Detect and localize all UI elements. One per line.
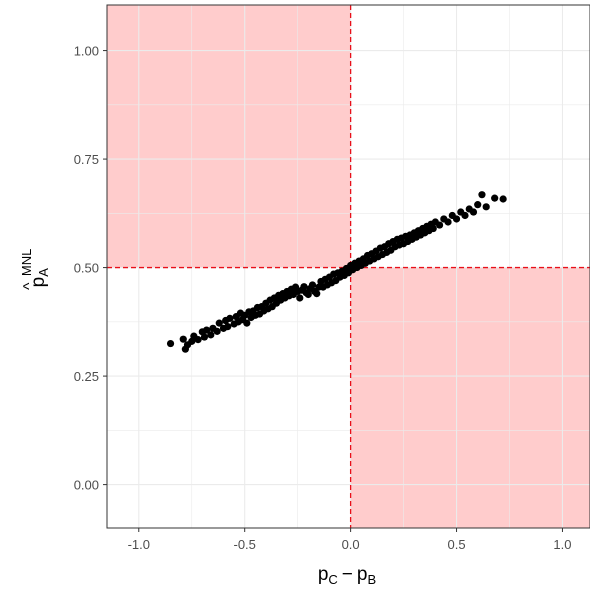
data-point bbox=[213, 327, 221, 335]
x-axis-title-p2: p bbox=[357, 564, 368, 585]
grid-lines bbox=[107, 5, 590, 528]
data-point bbox=[491, 194, 499, 202]
data-point bbox=[243, 319, 251, 327]
shaded-regions bbox=[107, 5, 590, 528]
y-axis-title-sub-a: A bbox=[36, 268, 51, 277]
x-axis-title-minus: − bbox=[342, 564, 353, 585]
data-point bbox=[461, 211, 469, 220]
data-point bbox=[308, 281, 317, 289]
svg-text:pAMNL: pAMNL bbox=[19, 249, 51, 288]
shaded-region-1 bbox=[107, 5, 351, 268]
y-tick-label: 0.75 bbox=[74, 152, 99, 167]
data-point bbox=[452, 215, 461, 223]
shaded-region-2 bbox=[350, 267, 590, 528]
data-point bbox=[296, 294, 304, 302]
y-axis-title-p: p bbox=[28, 277, 49, 288]
y-axis-ticks: 0.00 0.25 0.50 0.75 1.00 bbox=[74, 44, 107, 493]
panel-border bbox=[106, 4, 590, 529]
x-axis-title-sub-b: B bbox=[367, 572, 376, 587]
data-point bbox=[215, 319, 223, 327]
data-point bbox=[469, 208, 478, 216]
data-point bbox=[226, 314, 234, 322]
data-point bbox=[300, 283, 308, 291]
data-point bbox=[202, 326, 211, 334]
x-axis-title-p1: p bbox=[318, 564, 329, 585]
data-point bbox=[179, 335, 187, 343]
x-tick-label: 0.0 bbox=[342, 537, 360, 552]
y-tick-label: 0.25 bbox=[74, 369, 99, 384]
data-point bbox=[435, 221, 444, 229]
data-point bbox=[194, 336, 202, 344]
y-tick-label: 1.00 bbox=[74, 44, 99, 59]
data-point bbox=[224, 323, 232, 331]
data-point bbox=[313, 290, 321, 298]
data-point bbox=[499, 195, 507, 203]
data-point bbox=[478, 191, 486, 199]
x-tick-label: -1.0 bbox=[128, 537, 150, 552]
data-points bbox=[166, 191, 507, 353]
x-tick-label: 1.0 bbox=[553, 537, 571, 552]
data-point bbox=[200, 333, 209, 341]
y-tick-label: 0.00 bbox=[74, 478, 99, 493]
data-point bbox=[429, 224, 437, 233]
x-tick-label: 0.5 bbox=[448, 537, 466, 552]
data-point bbox=[474, 201, 482, 209]
y-tick-label: 0.50 bbox=[74, 261, 99, 276]
y-axis-title: pAMNL ^ bbox=[19, 249, 51, 290]
data-point bbox=[482, 203, 490, 211]
data-point bbox=[207, 331, 215, 339]
x-axis-title: pC − pB bbox=[318, 564, 376, 587]
y-axis-title-hat: ^ bbox=[21, 282, 38, 290]
data-point bbox=[444, 218, 452, 226]
x-axis-title-sub-c: C bbox=[328, 572, 337, 587]
data-point bbox=[304, 290, 312, 299]
x-tick-label: -0.5 bbox=[233, 537, 255, 552]
x-axis-ticks: -1.0 -0.5 0.0 0.5 1.0 bbox=[128, 528, 571, 552]
data-point bbox=[166, 339, 175, 348]
y-axis-title-sup: MNL bbox=[19, 249, 34, 276]
